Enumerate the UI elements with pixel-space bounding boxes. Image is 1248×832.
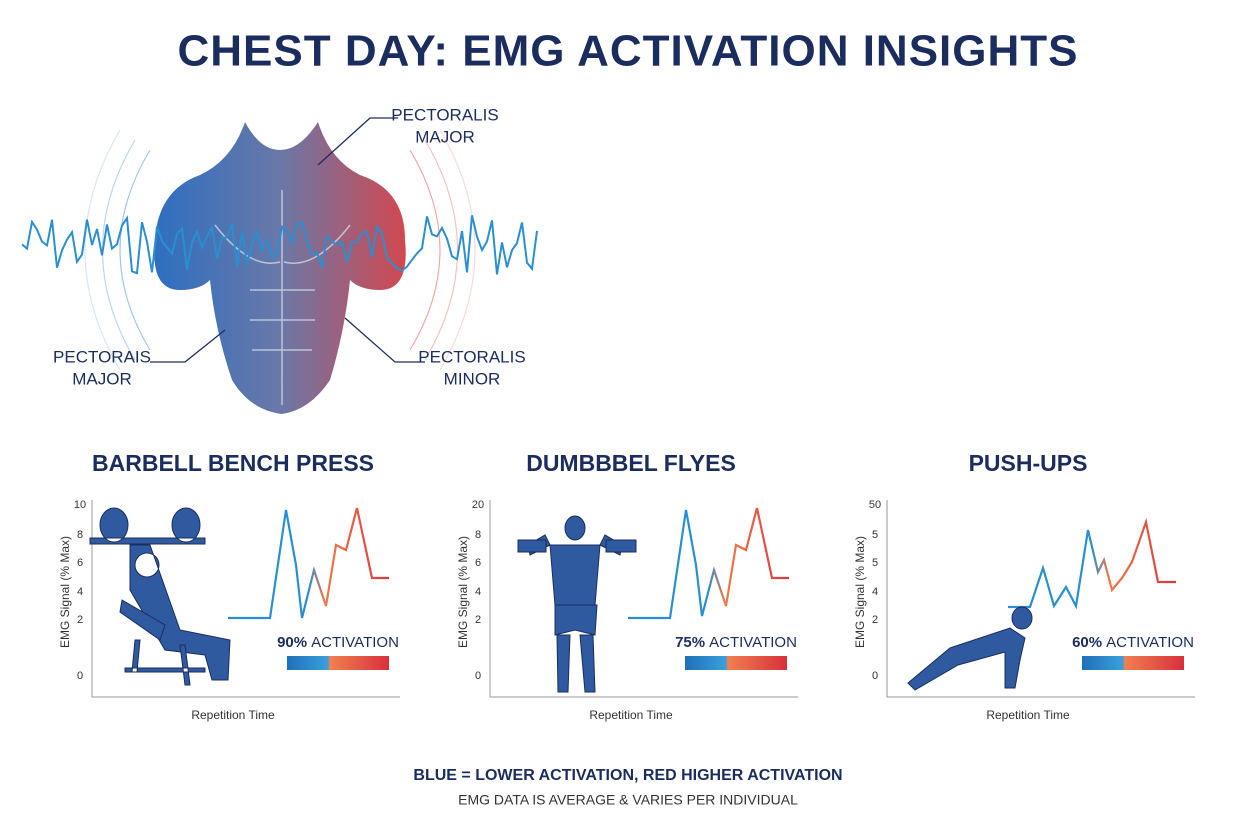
y-tick-label: 4: [872, 586, 878, 598]
panel-title: DUMBBBEL FLYES: [526, 450, 736, 476]
footer-legend: BLUE = LOWER ACTIVATION, RED HIGHER ACTI…: [413, 767, 842, 784]
torso: [154, 122, 406, 414]
activation-value: 75%: [675, 634, 705, 651]
anatomy: [21, 117, 538, 414]
activation-bar: [685, 656, 787, 670]
activation-word: ACTIVATION: [709, 634, 797, 651]
barbell: [89, 507, 206, 545]
y-tick-label: 0: [872, 670, 878, 682]
emg-trace: [628, 507, 789, 620]
axes: [489, 500, 798, 698]
x-axis-label: Repetition Time: [589, 708, 673, 722]
exercise-panel: PUSH-UPS 50 5 5 4 2 0 EMG Signal (% Max) Repetit…: [853, 450, 1195, 722]
pushup-figure: [907, 606, 1033, 691]
emg-wave: [21, 215, 538, 275]
emg-trace: [1008, 517, 1176, 610]
panel-title: PUSH-UPS: [969, 450, 1088, 476]
bench: [119, 599, 206, 686]
y-tick-label: 2: [475, 614, 481, 626]
activation-word: ACTIVATION: [1106, 634, 1194, 651]
y-tick-label: 5: [872, 557, 878, 569]
exercise-panel: BARBELL BENCH PRESS 10 8 6 4 2 0 EMG Signal (% …: [58, 450, 400, 722]
y-tick-label: 4: [475, 586, 481, 598]
activation-bar: [1082, 656, 1184, 670]
signal-rings: [84, 129, 476, 371]
y-tick-label: 8: [77, 529, 83, 541]
y-tick-label: 5: [872, 529, 878, 541]
dumbbells: [517, 539, 637, 553]
y-tick-label: 50: [869, 499, 881, 511]
activation-value: 90%: [277, 634, 307, 651]
anatomy-label: MAJOR: [72, 369, 132, 388]
y-tick-label: 6: [77, 557, 83, 569]
y-axis-label: EMG Signal (% Max): [58, 536, 72, 648]
anatomy-label: PECTORALIS: [418, 347, 525, 366]
y-tick-label: 8: [475, 529, 481, 541]
y-tick-label: 2: [77, 614, 83, 626]
activation-label: 60% ACTIVATION: [1072, 634, 1194, 651]
anatomy-label: PECTORALIS: [391, 105, 498, 124]
panel-title: BARBELL BENCH PRESS: [92, 450, 374, 476]
activation-label: 75% ACTIVATION: [675, 634, 797, 651]
activation-label: 90% ACTIVATION: [277, 634, 399, 651]
y-axis-label: EMG Signal (% Max): [853, 536, 867, 648]
y-tick-label: 4: [77, 586, 83, 598]
x-axis-label: Repetition Time: [191, 708, 275, 722]
y-tick-label: 20: [472, 499, 484, 511]
anatomy-label: MAJOR: [415, 127, 475, 146]
activation-bar: [287, 656, 389, 670]
emg-trace: [228, 507, 389, 620]
y-tick-label: 6: [475, 557, 481, 569]
y-tick-label: 0: [475, 670, 481, 682]
activation-word: ACTIVATION: [311, 634, 399, 651]
footer-note: EMG DATA IS AVERAGE & VARIES PER INDIVID…: [458, 792, 798, 808]
title: CHEST DAY: EMG ACTIVATION INSIGHTS: [177, 27, 1078, 76]
axes: [886, 500, 1195, 698]
axes: [91, 500, 400, 698]
y-axis-label: EMG Signal (% Max): [456, 536, 470, 648]
leader-lines: [150, 117, 425, 363]
anatomy-label: MINOR: [444, 369, 501, 388]
activation-value: 60%: [1072, 634, 1102, 651]
x-axis-label: Repetition Time: [986, 708, 1070, 722]
y-tick-label: 10: [74, 499, 86, 511]
bench-figure: [129, 544, 231, 681]
anatomy-label: PECTORAIS: [53, 347, 151, 366]
y-tick-label: 2: [872, 614, 878, 626]
y-tick-label: 0: [77, 670, 83, 682]
